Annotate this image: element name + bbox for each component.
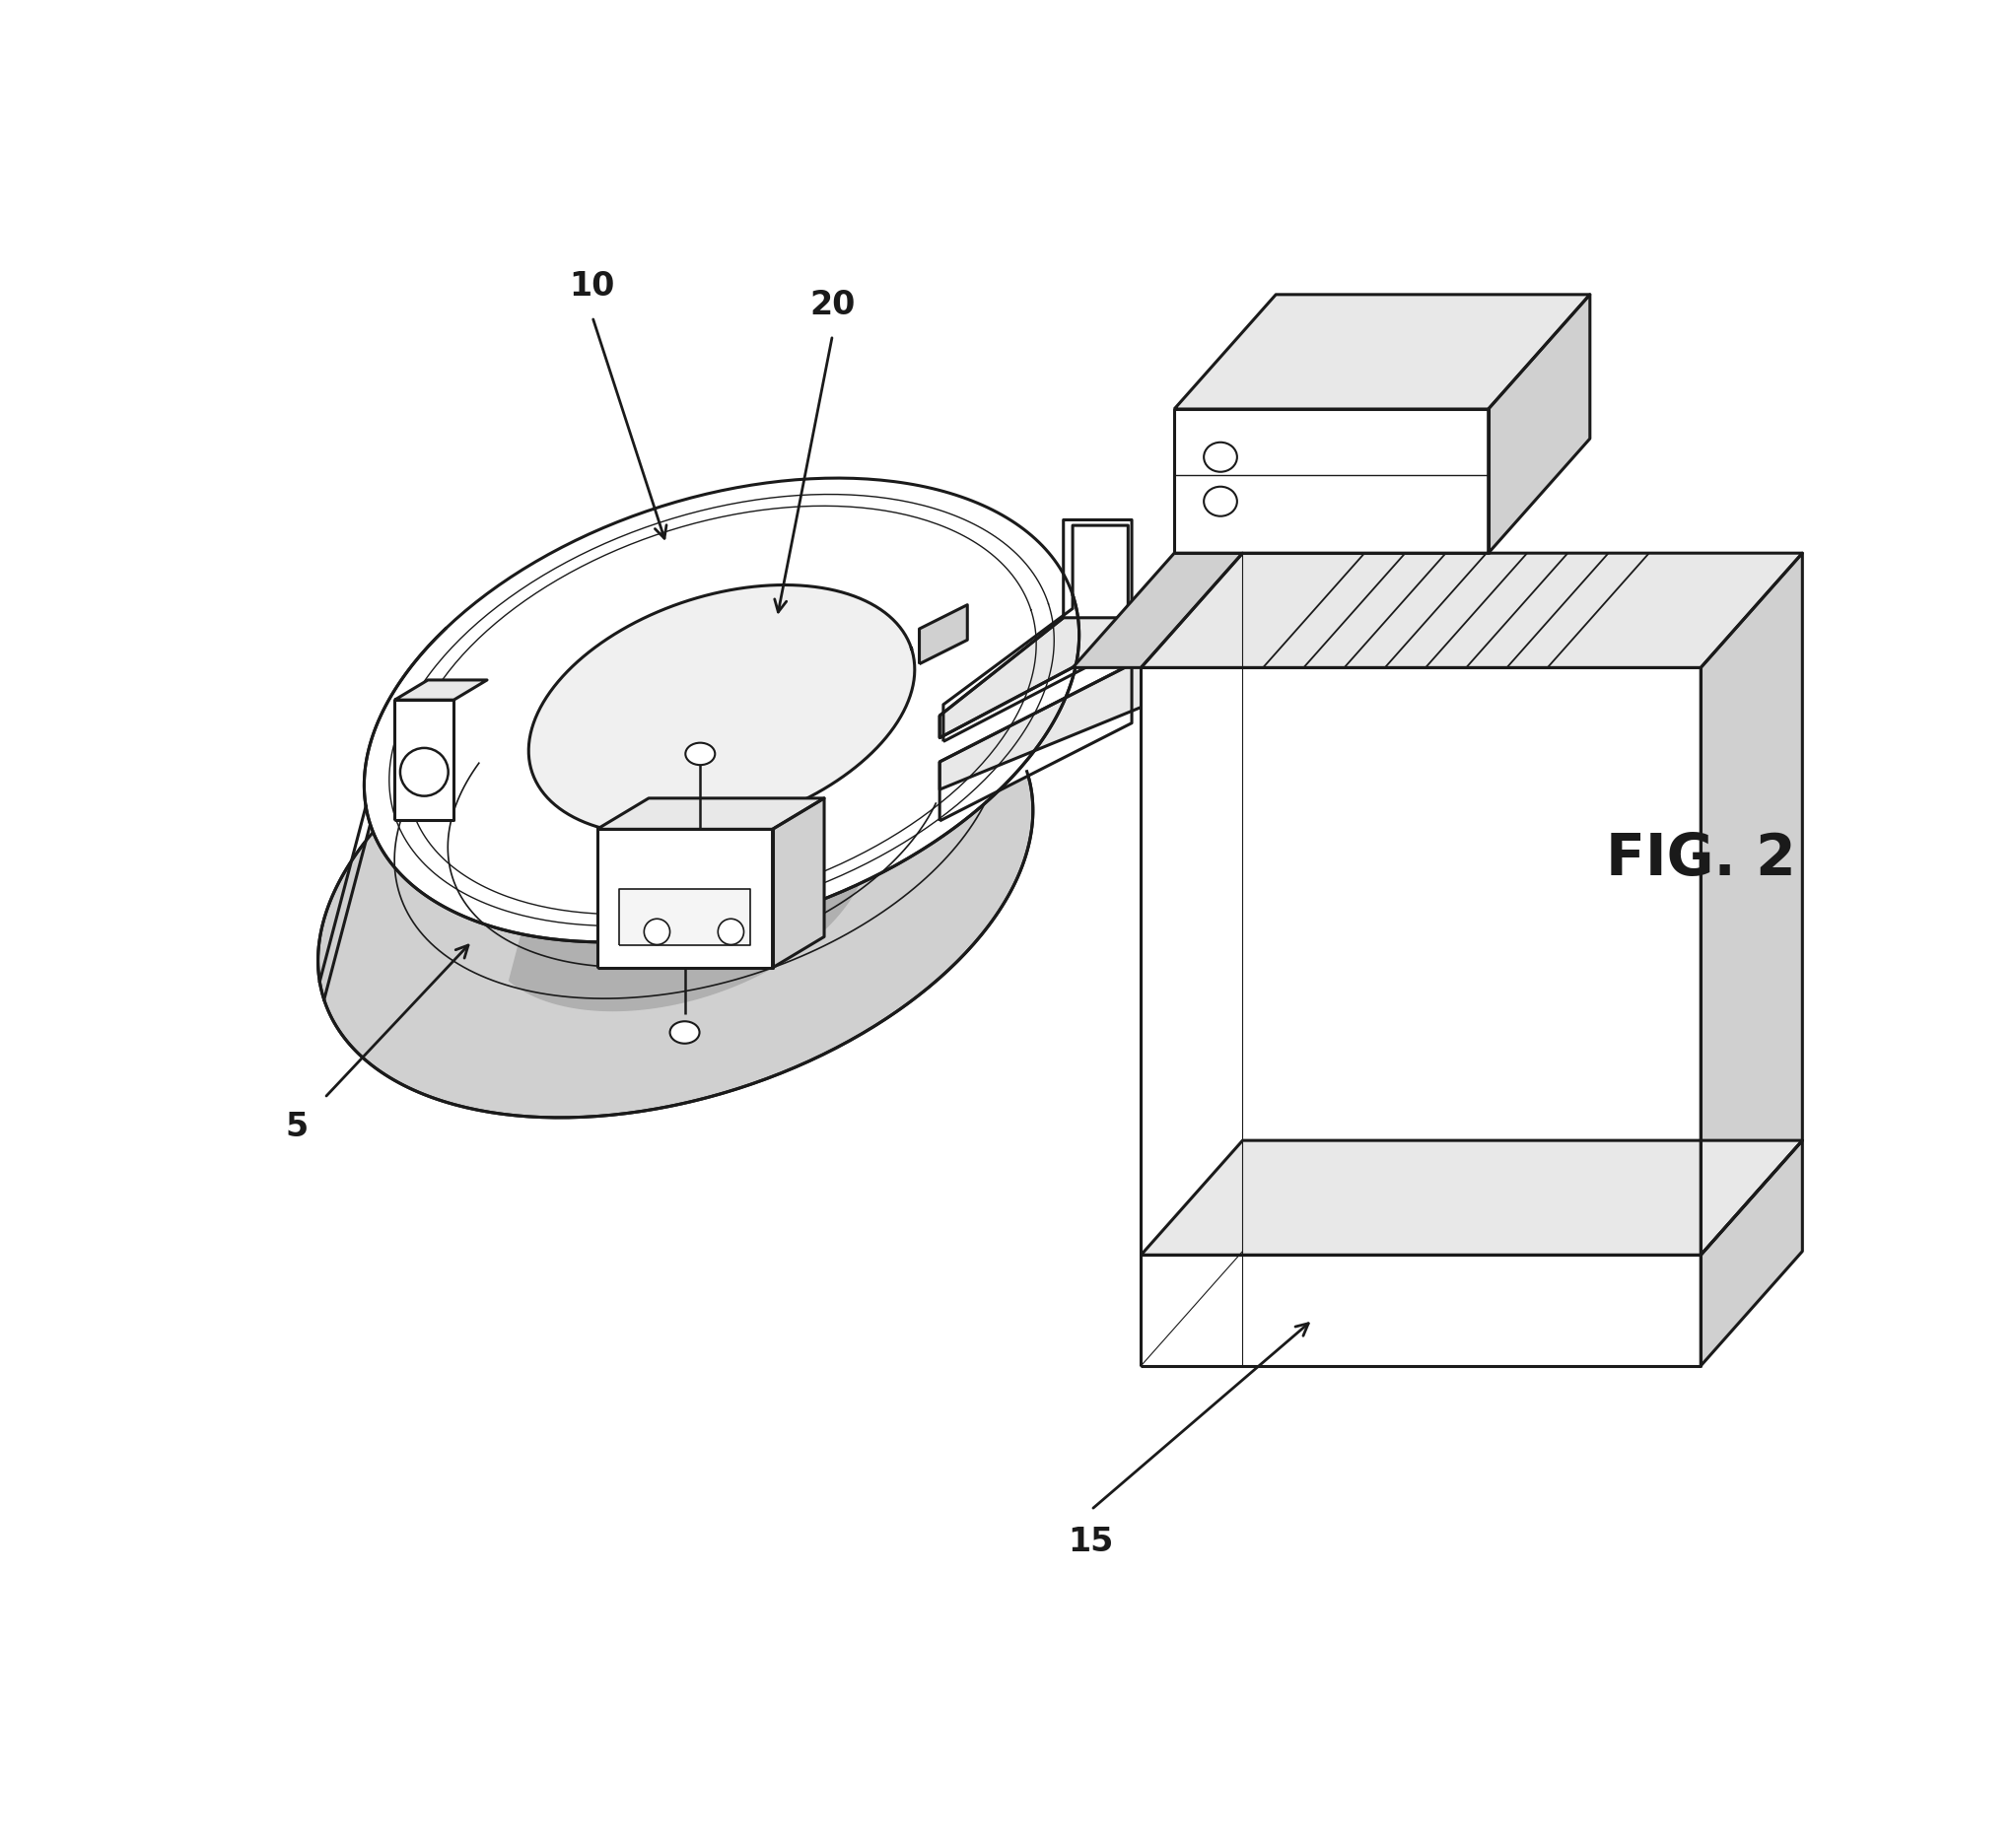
Text: 10: 10 — [569, 270, 615, 303]
Polygon shape — [365, 478, 1079, 943]
Ellipse shape — [1204, 443, 1238, 473]
Polygon shape — [939, 521, 1131, 738]
Polygon shape — [943, 526, 1129, 742]
Polygon shape — [1141, 1255, 1702, 1366]
Text: 20: 20 — [810, 288, 855, 321]
Polygon shape — [619, 890, 750, 945]
Polygon shape — [919, 605, 968, 665]
Polygon shape — [1141, 1141, 1802, 1255]
Ellipse shape — [1204, 487, 1238, 517]
Polygon shape — [319, 596, 1079, 1119]
Ellipse shape — [401, 749, 448, 797]
Polygon shape — [1141, 554, 1802, 668]
Text: 5: 5 — [286, 1109, 308, 1143]
Polygon shape — [597, 799, 825, 831]
Polygon shape — [395, 701, 454, 820]
Ellipse shape — [643, 919, 669, 945]
Text: 15: 15 — [1068, 1525, 1115, 1558]
Polygon shape — [1173, 410, 1488, 554]
Polygon shape — [395, 681, 488, 701]
Polygon shape — [510, 650, 915, 1012]
Polygon shape — [939, 665, 1131, 821]
Ellipse shape — [685, 744, 716, 766]
Polygon shape — [1173, 295, 1591, 410]
Polygon shape — [1702, 554, 1802, 1255]
Polygon shape — [597, 831, 772, 967]
Polygon shape — [772, 799, 825, 967]
Ellipse shape — [718, 919, 744, 945]
Polygon shape — [1073, 554, 1242, 668]
Polygon shape — [939, 665, 1193, 790]
Polygon shape — [1141, 668, 1702, 1255]
Polygon shape — [939, 618, 1131, 738]
Polygon shape — [1702, 1141, 1802, 1366]
Polygon shape — [528, 585, 915, 836]
Ellipse shape — [669, 1023, 700, 1045]
Text: FIG. 2: FIG. 2 — [1607, 831, 1796, 886]
Polygon shape — [1488, 295, 1591, 554]
